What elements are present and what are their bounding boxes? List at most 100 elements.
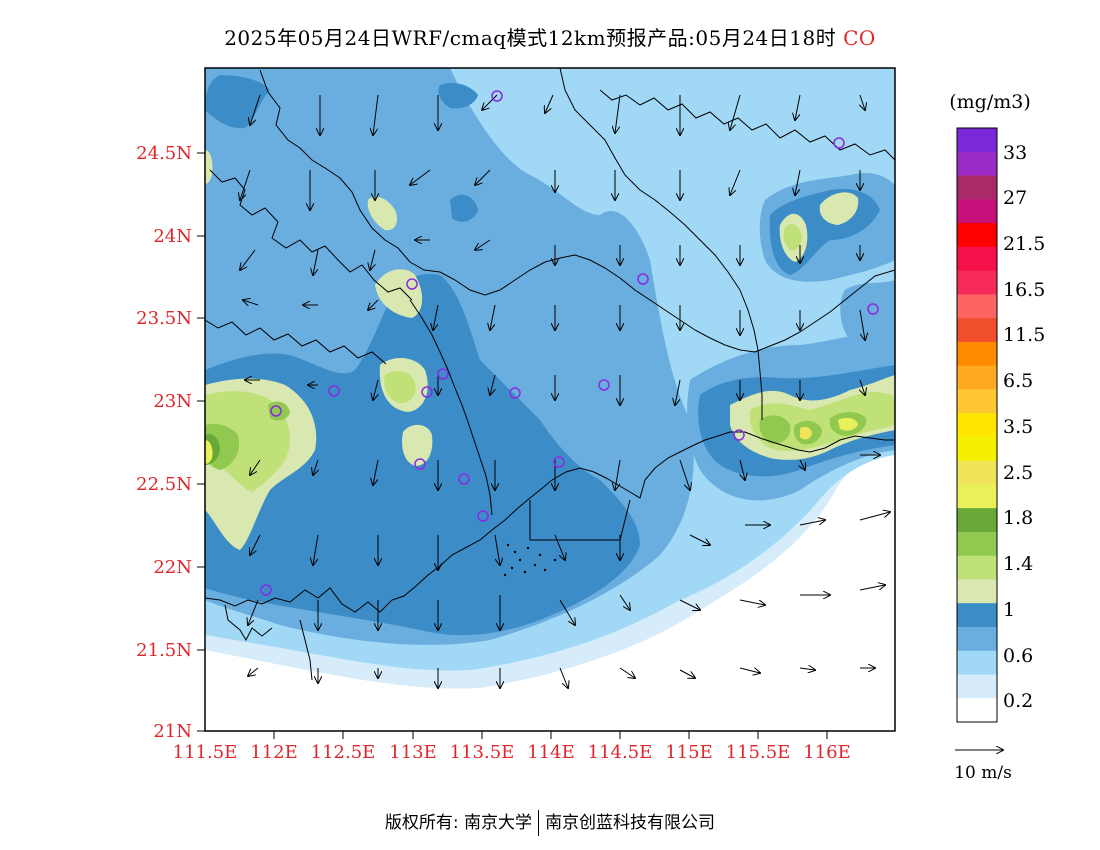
colorbar-swatch (957, 365, 997, 390)
lon-label-113-5e: 113.5E (450, 742, 515, 763)
wind-vector (730, 94, 741, 130)
lon-label-115e: 115E (665, 742, 713, 763)
wind-vector (490, 374, 495, 395)
lon-label-114-5e: 114.5E (588, 742, 653, 763)
colorbar-swatch (957, 603, 997, 628)
wind-vector (859, 512, 890, 521)
wind-vector (730, 169, 741, 195)
lat-label-24-5n: 24.5N (136, 143, 192, 164)
wind-vectors (240, 94, 890, 688)
lon-label-112e: 112E (250, 742, 298, 763)
colorbar-label-3-5: 3.5 (1003, 416, 1033, 438)
colorbar-swatch (957, 223, 997, 248)
colorbar-swatch (957, 460, 997, 485)
longitude-labels: 111.5E 112E 112.5E 113E 113.5E 114E 114.… (173, 742, 851, 763)
colorbar-label-0-6: 0.6 (1003, 645, 1033, 667)
footer-separator (538, 810, 540, 836)
wind-vector (373, 94, 379, 135)
wind-vector (240, 249, 256, 270)
lat-label-23-5n: 23.5N (136, 308, 192, 329)
wind-vector (373, 459, 379, 485)
wind-vector (482, 94, 498, 110)
colorbar-swatch (957, 246, 997, 272)
colorbar-swatch (957, 698, 997, 723)
colorbar-label-2-5: 2.5 (1003, 462, 1033, 484)
colorbar-label-27: 27 (1003, 187, 1027, 209)
wind-vector (795, 169, 801, 195)
colorbar-swatch (957, 175, 997, 200)
lat-label-21n: 21N (153, 721, 192, 742)
colorbar-swatch (957, 650, 997, 675)
lon-label-113e: 113E (389, 742, 437, 763)
wind-vector (799, 520, 825, 526)
colorbar-label-6-5: 6.5 (1003, 370, 1033, 392)
wind-vector (799, 668, 815, 670)
plot-frame (204, 67, 896, 732)
wind-vector (615, 459, 621, 490)
colorbar-label-33: 33 (1003, 142, 1027, 164)
island-dots (503, 543, 557, 577)
colorbar-swatch (957, 436, 997, 462)
wind-vector (689, 534, 710, 545)
colorbar-swatch (957, 555, 997, 580)
wind-vector (373, 379, 378, 400)
wind-vector (475, 239, 491, 250)
wind-vector (475, 169, 491, 185)
colorbar-swatch (957, 270, 997, 295)
footer-left: 版权所有: 南京大学 (384, 813, 533, 833)
wind-vector (859, 309, 865, 340)
wind-vector (615, 94, 621, 133)
lon-label-116e: 116E (803, 742, 851, 763)
colorbar-swatch (957, 151, 997, 177)
lat-label-23n: 23N (153, 391, 192, 412)
colorbar-swatch (957, 508, 997, 533)
colorbar-frame (956, 127, 998, 723)
colorbar-swatch (957, 531, 997, 557)
wind-vector (250, 94, 261, 125)
colorbar-swatch (957, 341, 997, 367)
colorbar-labels: 33 27 21.5 16.5 11.5 6.5 3.5 2.5 1.8 1.4… (1003, 142, 1045, 712)
wind-vector (545, 94, 554, 113)
wind-vector (250, 534, 261, 555)
lon-label-115-5e: 115.5E (726, 742, 791, 763)
concentration-field (205, 68, 895, 731)
lon-label-114e: 114E (527, 742, 575, 763)
wind-vector (740, 459, 745, 480)
colorbar-label-1-4: 1.4 (1003, 553, 1033, 575)
wind-vector (248, 599, 259, 625)
wind-vector (675, 379, 681, 405)
wind-vector (859, 585, 885, 591)
wind-vector (240, 169, 251, 200)
wind-vector (410, 169, 431, 185)
wind-vector (313, 534, 319, 565)
wind-vector (313, 459, 318, 475)
colorbar-label-11-5: 11.5 (1003, 324, 1045, 346)
colorbar-swatch (957, 199, 997, 224)
title-species: CO (843, 26, 876, 50)
lon-label-112-5e: 112.5E (311, 742, 376, 763)
wind-vector (243, 300, 259, 305)
wind-vector (559, 667, 568, 688)
wind-vector (248, 667, 259, 676)
lat-label-21-5n: 21.5N (136, 640, 192, 661)
wind-vector (490, 304, 496, 330)
colorbar-label-21-5: 21.5 (1003, 233, 1045, 255)
wind-vector (368, 299, 379, 310)
lat-label-22n: 22N (153, 557, 192, 578)
colorbar-swatch (957, 294, 997, 319)
colorbar-label-1-8: 1.8 (1003, 507, 1033, 529)
colorbar-swatch (957, 413, 997, 438)
lat-label-22-5n: 22.5N (136, 474, 192, 495)
wind-vector (679, 669, 695, 678)
wind-vector (619, 594, 630, 610)
wind-vector (739, 668, 760, 673)
wind-vector (800, 459, 805, 470)
lat-label-24n: 24N (153, 226, 192, 247)
colorbar-swatch (957, 389, 997, 414)
wind-vector (313, 249, 319, 275)
colorbar-swatch (957, 484, 997, 509)
colorbar-swatch (957, 128, 997, 153)
station-markers (260, 90, 879, 596)
wind-vector (739, 599, 765, 605)
